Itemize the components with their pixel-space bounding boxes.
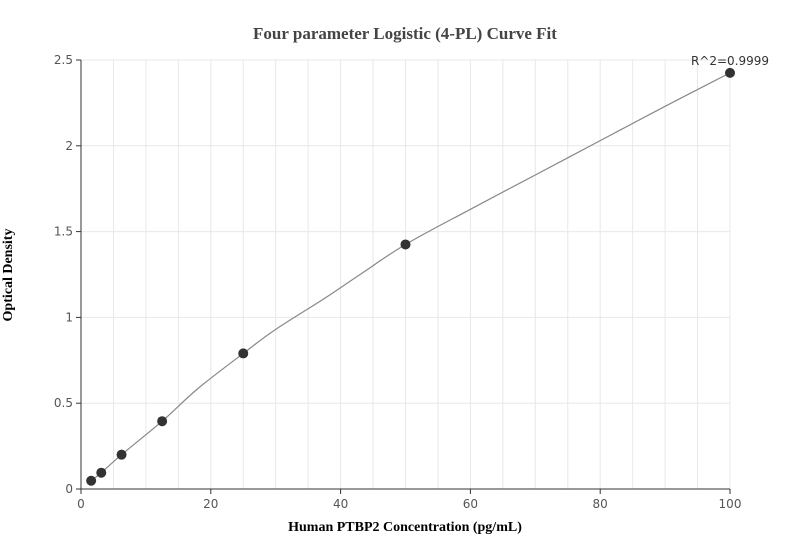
y-tick-label: 2.5 — [54, 53, 73, 67]
data-point — [86, 475, 97, 486]
data-point — [96, 467, 107, 478]
y-tick-label: 1.5 — [54, 225, 73, 239]
x-tick-label: 40 — [333, 497, 348, 511]
y-tick-label: 2 — [65, 139, 73, 153]
y-tick-label: 1 — [65, 310, 73, 324]
axes — [76, 59, 731, 494]
x-tick-label: 0 — [77, 497, 85, 511]
tick-labels: 0 20 40 60 80 100 0 0.5 1 1.5 2 2.5 — [54, 53, 742, 511]
x-axis-title: Human PTBP2 Concentration (pg/mL) — [288, 520, 522, 535]
r-squared-annotation: R^2=0.9999 — [691, 54, 769, 68]
x-tick-label: 60 — [463, 497, 478, 511]
data-point — [400, 239, 411, 250]
data-point — [157, 416, 168, 427]
y-tick-label: 0 — [65, 482, 73, 496]
fit-curve — [90, 72, 731, 482]
y-tick-label: 0.5 — [54, 396, 73, 410]
data-points — [86, 67, 735, 486]
data-point — [116, 449, 127, 460]
x-tick-label: 20 — [203, 497, 218, 511]
data-point — [238, 348, 249, 359]
x-tick-label: 100 — [719, 497, 742, 511]
y-axis-title: Optical Density — [1, 229, 16, 322]
chart-title: Four parameter Logistic (4-PL) Curve Fit — [253, 24, 557, 43]
data-point — [725, 67, 735, 78]
grid — [81, 59, 731, 489]
x-tick-label: 80 — [593, 497, 608, 511]
